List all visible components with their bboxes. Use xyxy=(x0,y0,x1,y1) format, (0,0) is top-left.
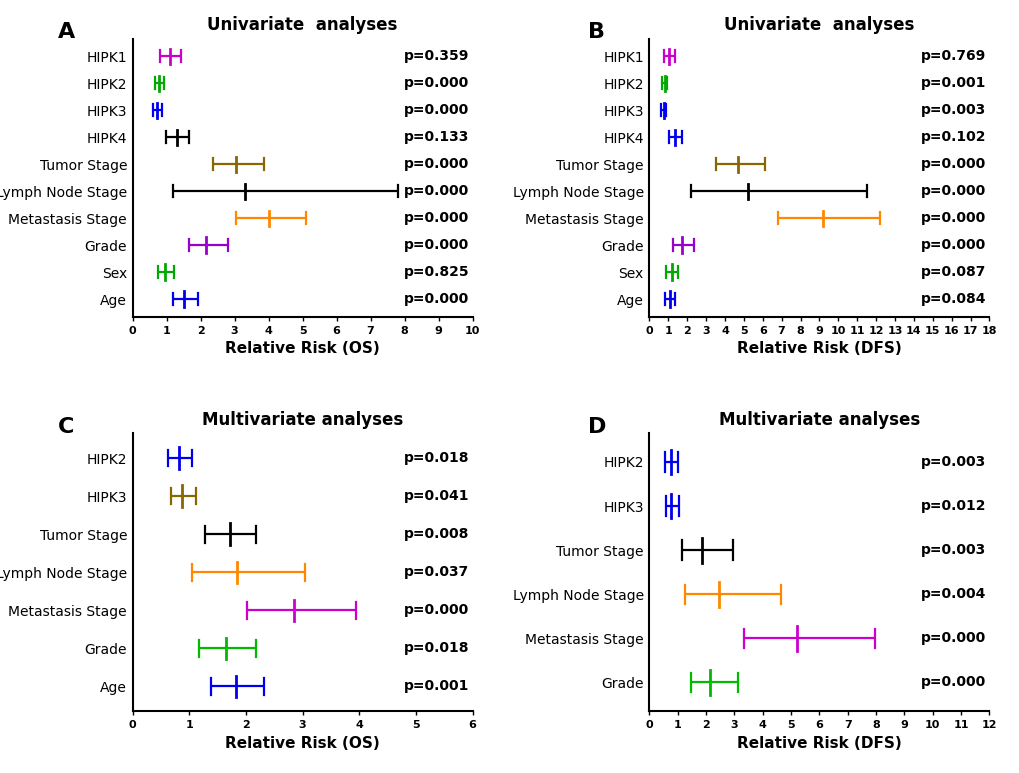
Text: p=0.000: p=0.000 xyxy=(404,292,469,306)
Text: p=0.018: p=0.018 xyxy=(404,642,469,656)
Text: p=0.087: p=0.087 xyxy=(920,265,985,279)
Text: p=0.003: p=0.003 xyxy=(920,543,985,557)
Text: p=0.000: p=0.000 xyxy=(920,238,985,252)
Text: p=0.000: p=0.000 xyxy=(404,211,469,225)
Text: p=0.001: p=0.001 xyxy=(404,679,469,693)
Text: D: D xyxy=(588,417,606,437)
Title: Multivariate analyses: Multivariate analyses xyxy=(718,411,919,429)
Text: p=0.004: p=0.004 xyxy=(920,587,985,601)
Text: p=0.102: p=0.102 xyxy=(919,130,985,144)
Text: p=0.000: p=0.000 xyxy=(920,211,985,225)
Text: p=0.008: p=0.008 xyxy=(404,527,469,541)
Title: Univariate  analyses: Univariate analyses xyxy=(723,16,914,34)
Text: B: B xyxy=(588,22,604,42)
Text: p=0.825: p=0.825 xyxy=(404,265,469,279)
Text: p=0.000: p=0.000 xyxy=(404,103,469,117)
Text: p=0.000: p=0.000 xyxy=(920,632,985,645)
Text: C: C xyxy=(58,417,74,437)
Text: A: A xyxy=(58,22,75,42)
Text: p=0.037: p=0.037 xyxy=(404,565,469,579)
Text: p=0.000: p=0.000 xyxy=(920,184,985,198)
Text: p=0.000: p=0.000 xyxy=(404,77,469,90)
Text: p=0.003: p=0.003 xyxy=(920,103,985,117)
X-axis label: Relative Risk (DFS): Relative Risk (DFS) xyxy=(737,341,901,356)
X-axis label: Relative Risk (OS): Relative Risk (OS) xyxy=(225,341,380,356)
Text: p=0.000: p=0.000 xyxy=(404,603,469,618)
Text: p=0.003: p=0.003 xyxy=(920,455,985,469)
Text: p=0.769: p=0.769 xyxy=(920,49,985,63)
Text: p=0.012: p=0.012 xyxy=(919,499,985,513)
Title: Multivariate analyses: Multivariate analyses xyxy=(202,411,403,429)
Text: p=0.000: p=0.000 xyxy=(920,676,985,690)
Text: p=0.041: p=0.041 xyxy=(404,489,469,503)
X-axis label: Relative Risk (DFS): Relative Risk (DFS) xyxy=(737,736,901,751)
Text: p=0.359: p=0.359 xyxy=(404,49,469,63)
Text: p=0.000: p=0.000 xyxy=(404,157,469,171)
Text: p=0.084: p=0.084 xyxy=(919,292,985,306)
Text: p=0.000: p=0.000 xyxy=(920,157,985,171)
Text: p=0.000: p=0.000 xyxy=(404,238,469,252)
Text: p=0.000: p=0.000 xyxy=(404,184,469,198)
Text: p=0.001: p=0.001 xyxy=(920,77,985,90)
Text: p=0.133: p=0.133 xyxy=(404,130,469,144)
Text: p=0.018: p=0.018 xyxy=(404,451,469,465)
Title: Univariate  analyses: Univariate analyses xyxy=(207,16,397,34)
X-axis label: Relative Risk (OS): Relative Risk (OS) xyxy=(225,736,380,751)
